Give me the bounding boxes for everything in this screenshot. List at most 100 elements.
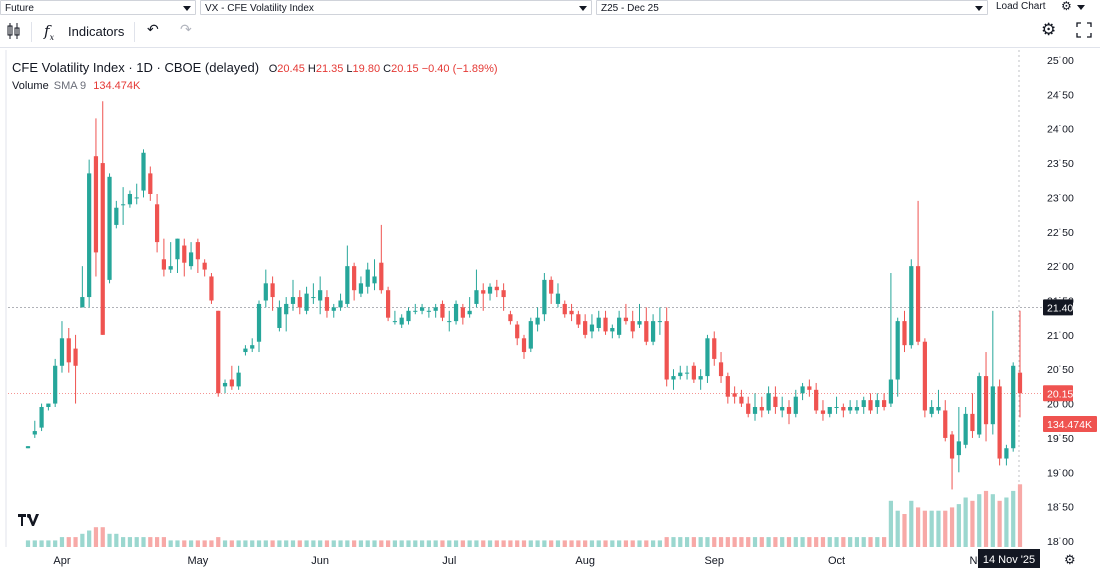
volume-bar <box>229 540 234 547</box>
candle-body <box>447 321 452 323</box>
y-tick-label: 20˙00 <box>1047 399 1074 411</box>
chart-legend-title-row: CFE Volatility Index · 1D · CBOE (delaye… <box>12 60 498 75</box>
candle-body <box>902 321 907 346</box>
y-tick-label: 23˙50 <box>1047 158 1074 170</box>
chart-toolbar: fx Indicators ↶ ↷ ⚙ <box>0 17 1100 48</box>
volume-bar <box>780 537 785 547</box>
candle-body <box>426 310 431 312</box>
candle-body <box>154 204 160 243</box>
candle-body <box>467 310 472 315</box>
contract-select[interactable]: Z25 - Dec 25 <box>596 0 988 15</box>
candle-body <box>304 293 309 311</box>
candle-body <box>345 266 350 304</box>
candle-body <box>746 403 751 414</box>
candle-body <box>25 446 31 449</box>
volume-bar <box>494 540 499 547</box>
volume-bar <box>752 537 758 547</box>
volume-bar <box>963 497 968 547</box>
function-icon[interactable]: fx <box>44 22 55 42</box>
open-value: 20.45 <box>277 63 305 75</box>
candle-body <box>549 279 554 294</box>
candle-body <box>576 314 581 325</box>
candle-body <box>718 362 724 377</box>
chart-title: CFE Volatility Index · 1D · CBOE (delaye… <box>12 60 260 75</box>
candle-body <box>222 382 228 387</box>
volume-bar <box>365 540 370 547</box>
candle-body <box>66 338 71 363</box>
settings-icon[interactable]: ⚙ <box>1041 20 1057 39</box>
volume-bar <box>25 540 31 547</box>
x-tick-label: Oct <box>828 555 845 567</box>
volume-bar <box>399 540 404 547</box>
candle-body <box>311 297 316 299</box>
fullscreen-icon[interactable] <box>1076 22 1092 41</box>
volume-bar <box>392 540 398 547</box>
candle-body <box>834 407 839 409</box>
redo-icon[interactable]: ↷ <box>180 21 192 37</box>
candle-body <box>827 407 832 414</box>
type-select[interactable]: Future <box>0 0 196 15</box>
candle-body <box>453 303 459 322</box>
candle-body <box>39 407 44 428</box>
candle-body <box>508 314 513 322</box>
candle-body <box>725 376 730 397</box>
x-tick-label: Apr <box>53 555 70 567</box>
gear-icon[interactable]: ⚙ <box>1061 0 1072 13</box>
candle-body <box>542 279 547 315</box>
volume-bar <box>902 514 907 547</box>
candle-body <box>970 413 975 432</box>
candle-body <box>990 386 995 425</box>
crosshair-price-tag-bg <box>1043 299 1073 316</box>
candle-body <box>93 156 99 253</box>
candlestick-type-icon[interactable] <box>6 21 22 44</box>
candle-body <box>114 207 119 225</box>
symbol-select[interactable]: VX - CFE Volatility Index <box>200 0 592 15</box>
candle-body <box>650 321 656 342</box>
y-tick-label: 21˙00 <box>1047 330 1074 342</box>
candle-body <box>698 376 703 380</box>
candle-body <box>392 321 398 323</box>
candle-body <box>603 317 608 332</box>
chart-settings-icon[interactable]: ⚙ <box>1064 552 1076 567</box>
open-label: O <box>268 63 278 75</box>
candle-body <box>793 396 798 414</box>
chevron-down-icon <box>579 6 587 11</box>
candle-body <box>936 407 941 411</box>
candle-body <box>73 348 78 366</box>
candle-body <box>1017 372 1023 394</box>
candle-body <box>929 407 934 414</box>
volume-bar <box>549 540 554 547</box>
sma-label: SMA 9 <box>53 80 87 92</box>
volume-bar <box>705 537 710 547</box>
volume-bar <box>725 537 730 547</box>
candle-body <box>617 317 622 335</box>
candle-body <box>100 163 105 335</box>
candle-body <box>440 303 445 318</box>
candle-body <box>997 386 1002 459</box>
volume-bar <box>521 540 527 547</box>
volume-bar <box>603 540 608 547</box>
candle-body <box>358 283 364 294</box>
volume-bar <box>617 540 622 547</box>
volume-bar <box>324 540 330 547</box>
volume-bar <box>277 540 282 547</box>
volume-bar <box>474 540 479 547</box>
undo-icon[interactable]: ↶ <box>147 21 159 37</box>
candle-body <box>671 376 676 380</box>
load-chart-button[interactable]: Load Chart <box>996 1 1046 12</box>
volume-bar <box>535 540 540 547</box>
volume-bar <box>732 537 737 547</box>
candle-body <box>188 252 194 267</box>
candle-body <box>256 303 262 342</box>
y-tick-label: 24˙00 <box>1047 124 1074 136</box>
candle-body <box>868 400 873 411</box>
chevron-down-icon <box>975 6 983 11</box>
indicators-button[interactable]: Indicators <box>68 24 125 39</box>
volume-bar <box>657 540 662 547</box>
candle-body <box>87 173 92 298</box>
candle-body <box>494 286 499 291</box>
high-value: 21.35 <box>315 63 344 75</box>
chevron-down-icon[interactable] <box>1077 5 1085 10</box>
chevron-down-icon <box>183 6 191 11</box>
